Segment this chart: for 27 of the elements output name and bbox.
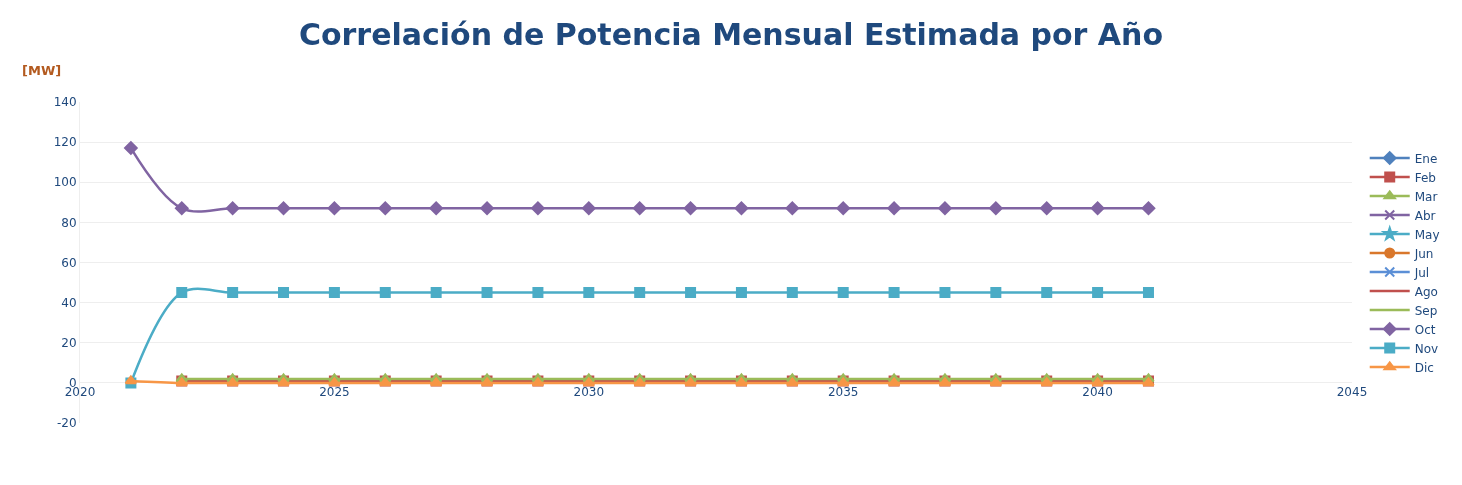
legend-label: Abr xyxy=(1414,208,1436,223)
y-tick-label: 100 xyxy=(53,175,77,190)
legend-label: Ene xyxy=(1414,151,1438,166)
x-tick-label: 2035 xyxy=(827,384,859,399)
y-tick-label: 80 xyxy=(61,215,77,230)
legend-label: Oct xyxy=(1414,322,1436,337)
legend-label: Mar xyxy=(1414,189,1438,204)
y-tick-label: 40 xyxy=(61,295,77,310)
legend-label: Ago xyxy=(1414,284,1438,299)
legend-label: Jun xyxy=(1413,246,1434,261)
legend-label: Feb xyxy=(1414,170,1436,185)
y-tick-label: -20 xyxy=(56,416,77,431)
y-tick-label: 140 xyxy=(53,95,77,110)
y-axis-title: [MW] xyxy=(22,63,62,78)
x-tick-label: 2045 xyxy=(1336,384,1368,399)
legend-label: Sep xyxy=(1414,303,1438,318)
chart-title: Correlación de Potencia Mensual Estimada por Año xyxy=(298,17,1164,53)
legend-label: Dic xyxy=(1414,360,1434,375)
y-tick-label: 20 xyxy=(61,336,77,350)
legend-label: Jul xyxy=(1413,265,1430,280)
x-tick-label: 2025 xyxy=(319,384,350,399)
y-tick-label: 120 xyxy=(53,135,77,150)
legend-label: Nov xyxy=(1414,341,1439,356)
y-tick-label: 60 xyxy=(61,255,77,270)
x-tick-label: 2040 xyxy=(1082,384,1113,399)
x-tick-label: 2030 xyxy=(573,384,605,399)
legend-label: May xyxy=(1414,227,1440,242)
